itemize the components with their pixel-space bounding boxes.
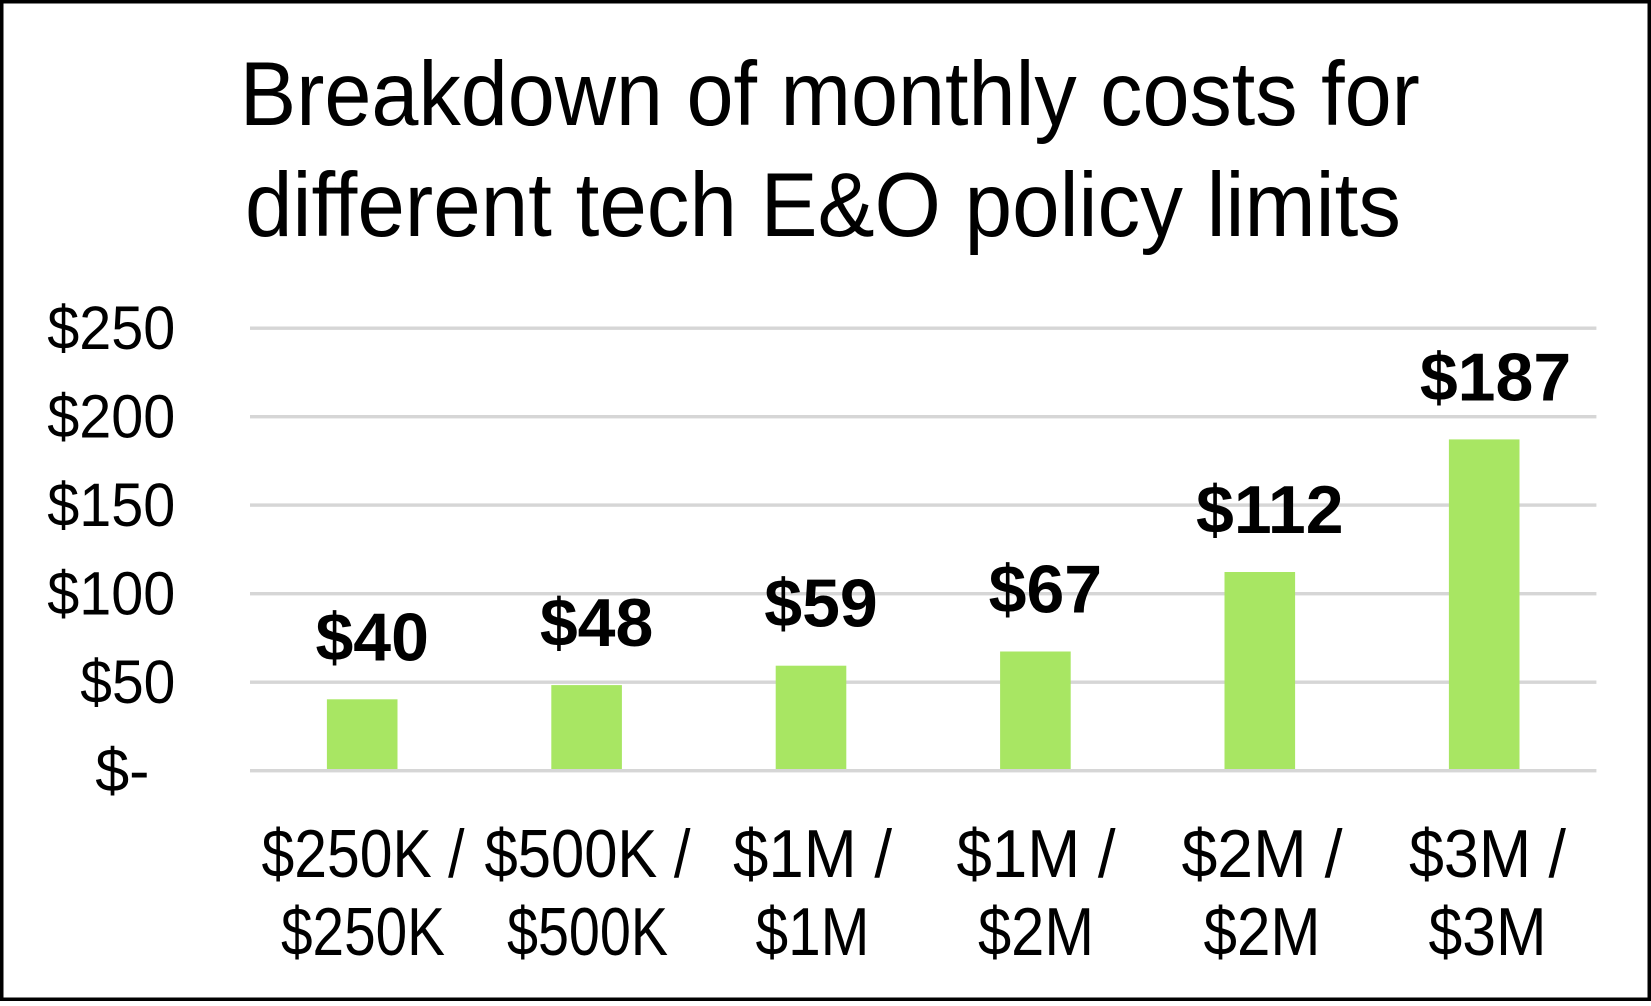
svg-text:$250K /: $250K /	[262, 816, 465, 892]
svg-text:$1M: $1M	[756, 894, 870, 970]
svg-text:different tech E&O policy limi: different tech E&O policy limits	[245, 155, 1401, 256]
svg-text:$100: $100	[47, 560, 175, 628]
svg-text:$3M /: $3M /	[1409, 816, 1566, 892]
svg-text:$2M /: $2M /	[1182, 816, 1343, 892]
svg-text:$500K /: $500K /	[485, 816, 691, 892]
svg-text:$2M: $2M	[978, 894, 1094, 970]
svg-text:$50: $50	[80, 648, 175, 716]
svg-text:$150: $150	[47, 471, 175, 539]
svg-text:$40: $40	[315, 599, 428, 675]
svg-text:$500K: $500K	[507, 894, 668, 970]
svg-text:$1M /: $1M /	[957, 816, 1116, 892]
svg-text:$3M: $3M	[1429, 894, 1547, 970]
svg-text:$200: $200	[47, 383, 175, 451]
svg-text:$250K: $250K	[281, 894, 445, 970]
svg-text:$2M: $2M	[1204, 894, 1321, 970]
svg-text:$-: $-	[95, 737, 149, 805]
svg-text:$48: $48	[540, 585, 653, 661]
svg-text:Breakdown of monthly costs for: Breakdown of monthly costs for	[240, 44, 1420, 145]
svg-text:$1M /: $1M /	[733, 816, 892, 892]
svg-text:$112: $112	[1196, 472, 1344, 548]
svg-text:$250: $250	[47, 294, 175, 362]
svg-text:$67: $67	[989, 552, 1102, 628]
svg-text:$187: $187	[1420, 339, 1571, 415]
svg-text:$59: $59	[764, 566, 877, 642]
